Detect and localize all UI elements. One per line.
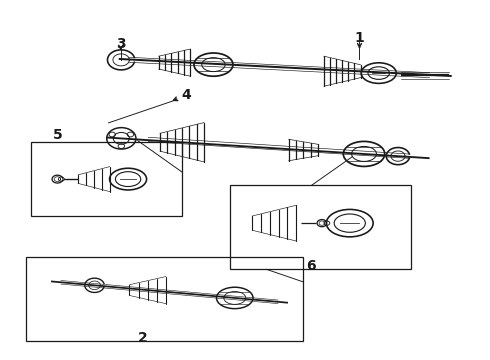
Text: 2: 2: [138, 331, 147, 345]
Bar: [26, 257, 303, 341]
Bar: [30, 143, 182, 216]
Text: 6: 6: [306, 259, 316, 273]
Text: 1: 1: [355, 31, 365, 45]
Text: 5: 5: [52, 129, 62, 142]
Bar: [230, 185, 411, 269]
Text: 3: 3: [116, 37, 125, 50]
Text: 4: 4: [182, 88, 192, 102]
